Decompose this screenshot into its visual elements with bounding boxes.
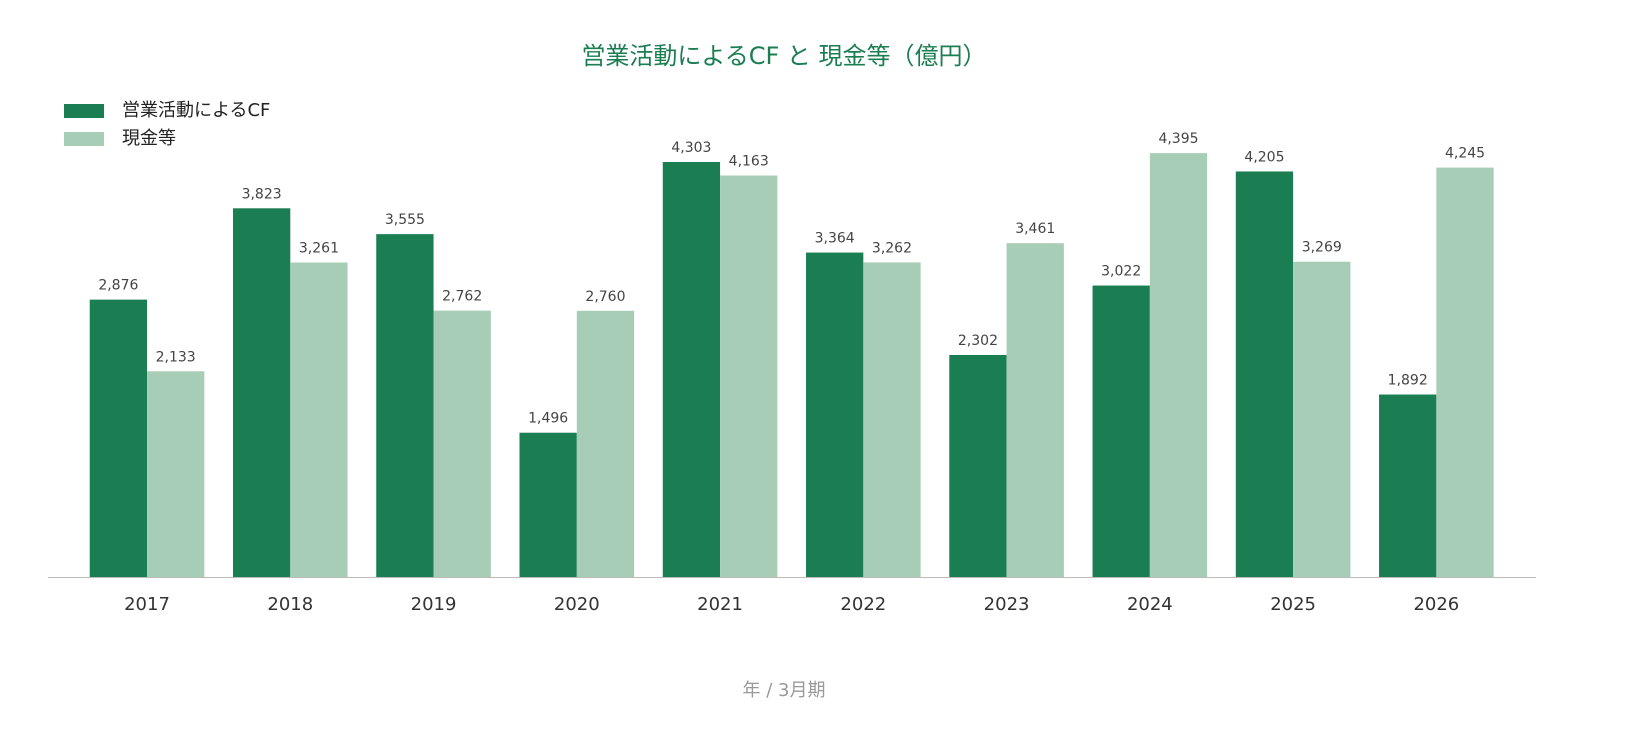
bar — [806, 252, 864, 577]
bar — [1149, 153, 1208, 578]
bar — [89, 299, 148, 577]
bar — [662, 161, 721, 577]
value-label: 3,261 — [299, 240, 339, 256]
bar — [720, 175, 778, 578]
legend-swatch — [64, 132, 104, 146]
x-tick-label: 2023 — [984, 594, 1030, 615]
x-tick-label: 2025 — [1270, 594, 1316, 615]
value-label: 2,302 — [958, 333, 998, 349]
legend-label: 現金等 — [122, 128, 176, 149]
value-label: 2,762 — [442, 289, 482, 305]
legend-swatch — [64, 104, 104, 118]
value-label: 2,876 — [98, 278, 138, 294]
x-tick-label: 2024 — [1127, 594, 1173, 615]
value-label: 3,364 — [815, 231, 855, 247]
bar — [576, 310, 635, 577]
x-tick-label: 2020 — [554, 594, 600, 615]
bar — [519, 432, 577, 577]
bar — [863, 262, 921, 577]
x-tick-label: 2019 — [411, 594, 457, 615]
bar — [1092, 285, 1150, 577]
value-label: 4,395 — [1158, 131, 1198, 147]
value-label: 2,133 — [156, 349, 196, 365]
x-axis-label: 年 / 3月期 — [743, 680, 826, 701]
value-label: 3,823 — [242, 186, 282, 202]
bar — [1293, 261, 1351, 577]
bar — [1436, 167, 1494, 578]
value-label: 1,496 — [528, 411, 568, 427]
value-label: 4,245 — [1445, 146, 1485, 162]
value-label: 3,269 — [1302, 240, 1342, 256]
x-tick-label: 2018 — [267, 594, 313, 615]
bar — [376, 234, 434, 577]
bar — [232, 208, 291, 577]
legend-label: 営業活動によるCF — [122, 100, 270, 121]
bar — [949, 354, 1007, 577]
bar — [1235, 171, 1294, 577]
value-label: 4,205 — [1244, 149, 1284, 165]
bar — [1379, 394, 1437, 577]
value-label: 4,303 — [671, 140, 711, 156]
value-label: 3,461 — [1015, 221, 1055, 237]
chart-title: 営業活動によるCF と 現金等（億円） — [581, 42, 986, 70]
bar — [290, 262, 348, 577]
bar — [147, 371, 205, 577]
value-label: 2,760 — [585, 289, 625, 305]
value-label: 1,892 — [1388, 373, 1428, 389]
bar — [433, 310, 491, 577]
x-tick-label: 2022 — [840, 594, 886, 615]
value-label: 4,163 — [729, 154, 769, 170]
value-label: 3,022 — [1101, 264, 1141, 280]
value-label: 3,262 — [872, 240, 912, 256]
value-label: 3,555 — [385, 212, 425, 228]
x-tick-label: 2017 — [124, 594, 170, 615]
bar — [1006, 243, 1064, 577]
x-tick-label: 2026 — [1413, 594, 1459, 615]
x-tick-label: 2021 — [697, 594, 743, 615]
